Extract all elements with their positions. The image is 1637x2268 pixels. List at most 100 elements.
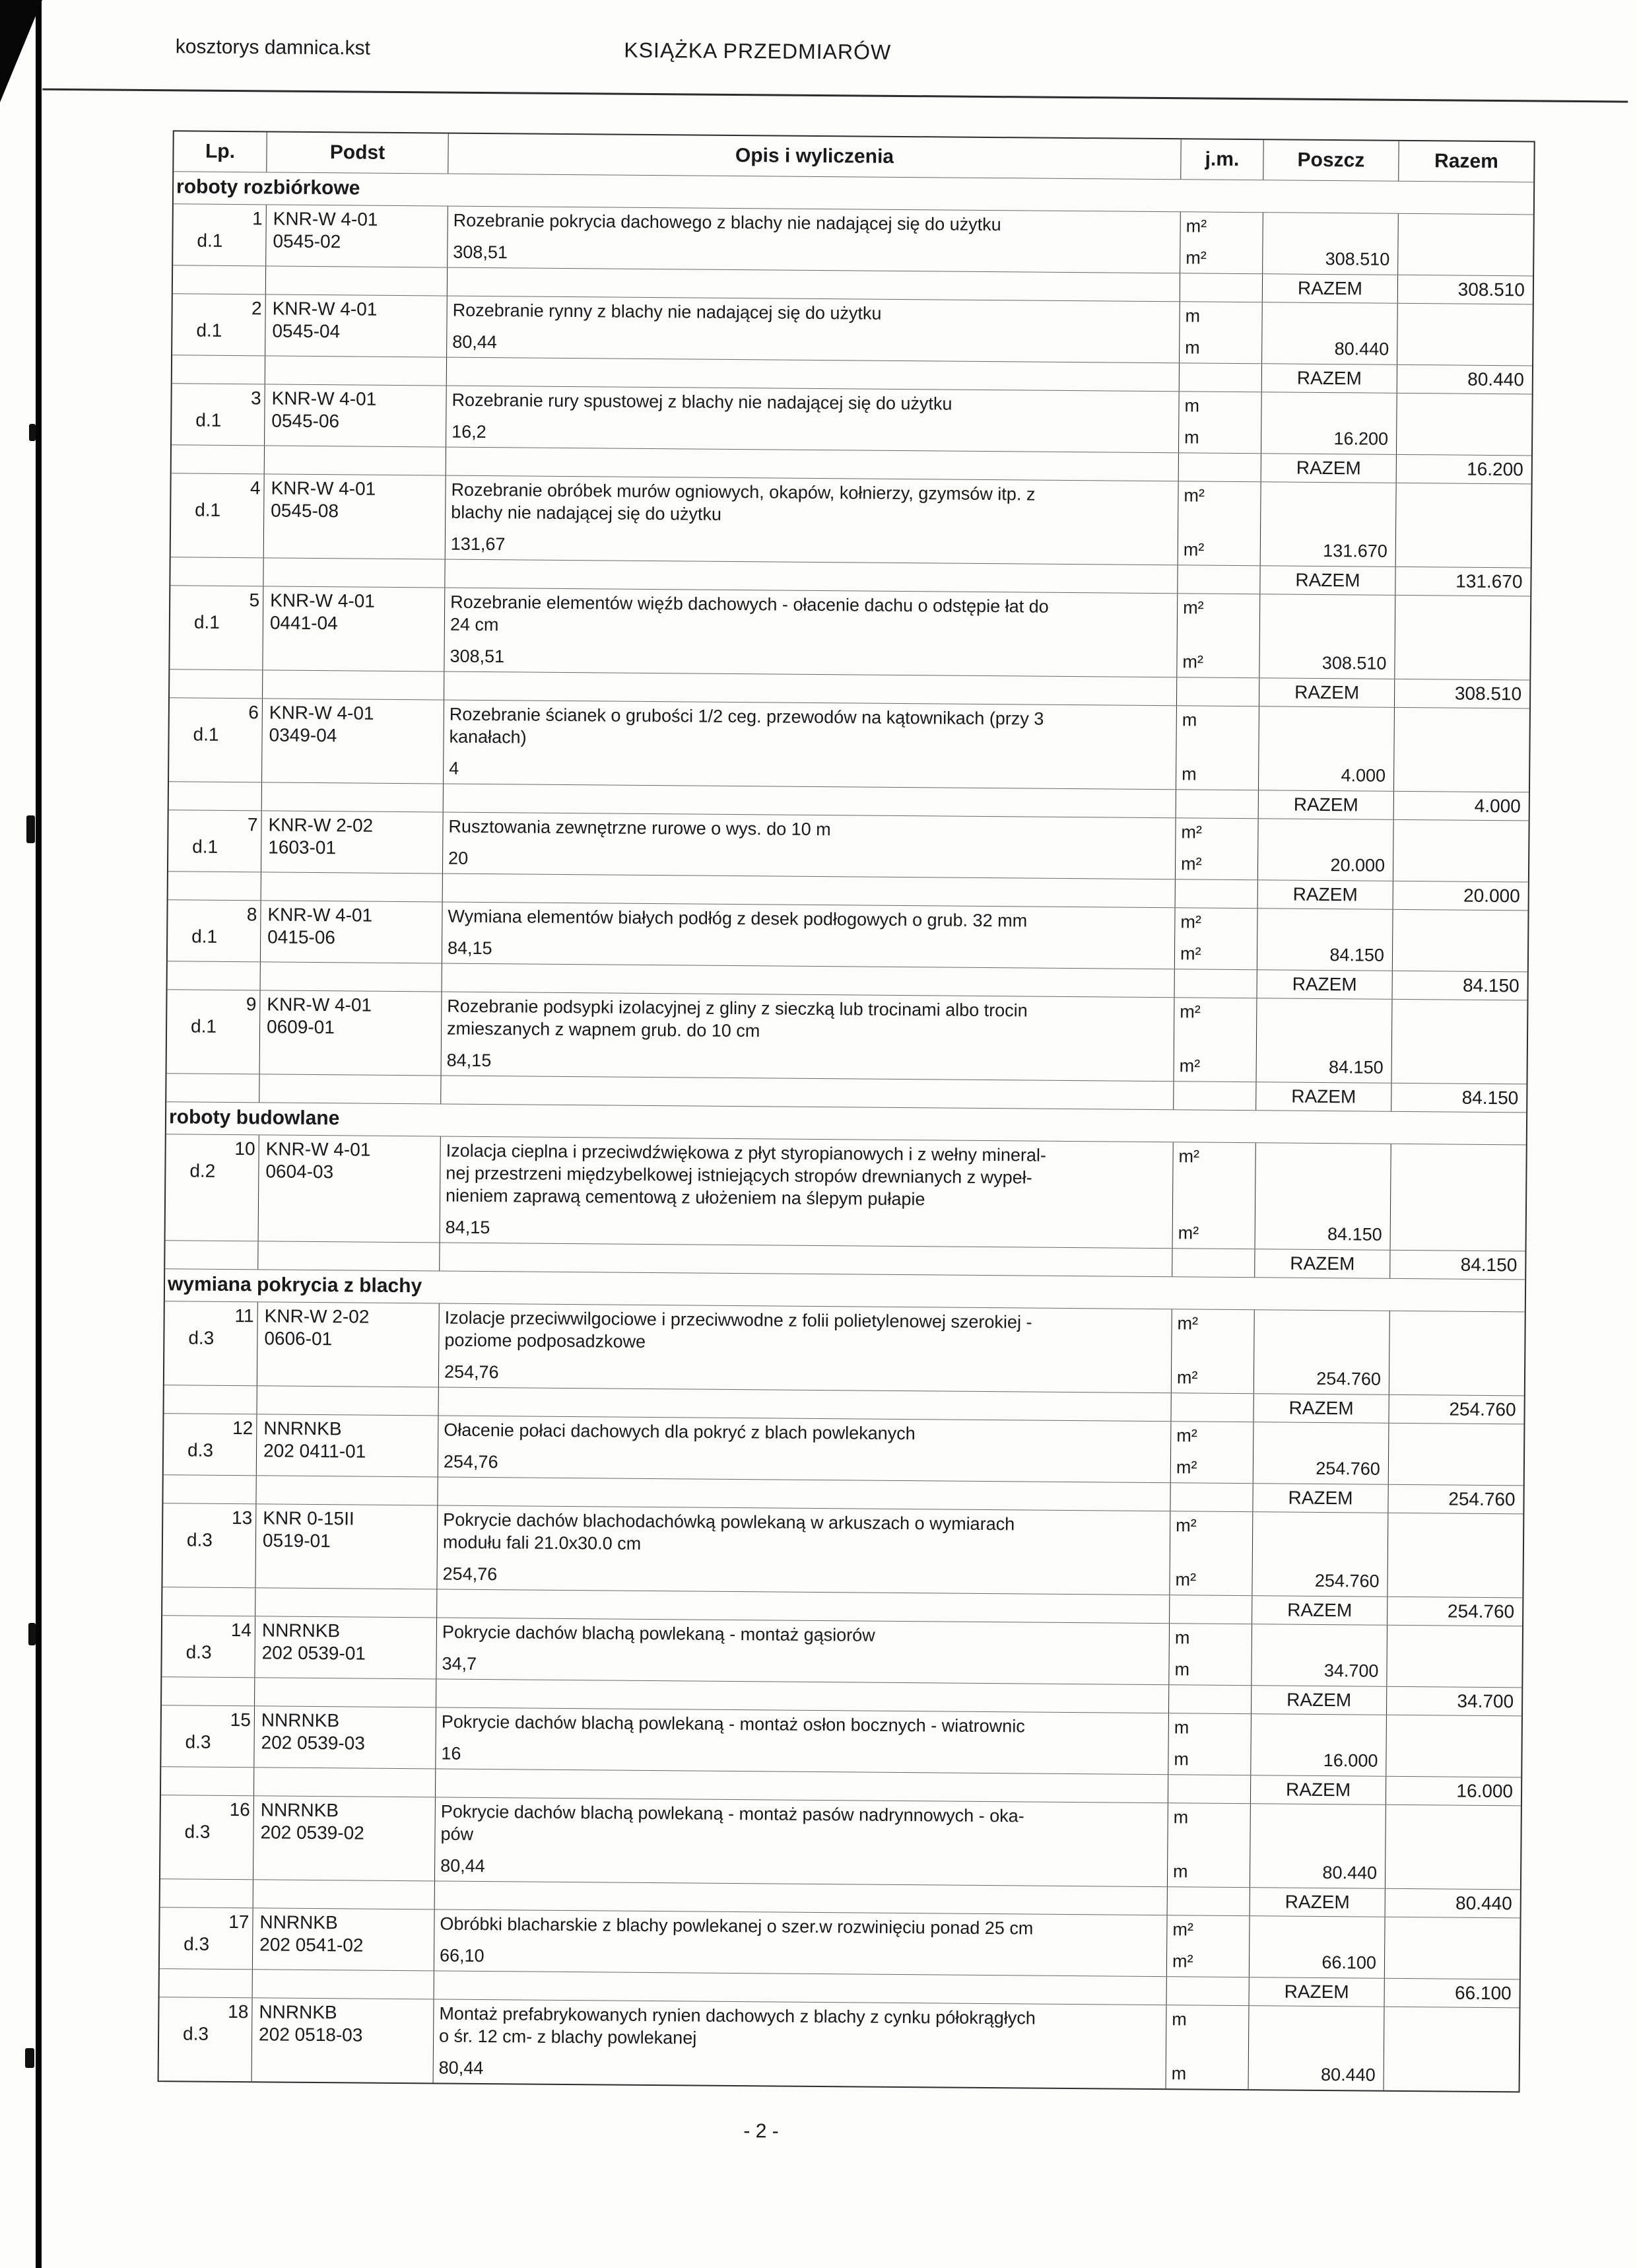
item-dept: d.3	[185, 1641, 212, 1663]
razem-label: RAZEM	[1261, 274, 1398, 303]
basis-cell: NNRNKB 202 0539-02	[252, 1796, 435, 1881]
empty-cell	[440, 1076, 1174, 1110]
razem-label: RAZEM	[1261, 364, 1397, 393]
poszcz-value: 34.700	[1323, 1661, 1379, 1681]
quantity-value: 20	[448, 848, 469, 868]
unit-top: m²	[1180, 1002, 1201, 1022]
quantity-value: 84,15	[445, 1217, 490, 1238]
unit-top: m	[1185, 306, 1201, 326]
item-number: 12	[232, 1418, 253, 1439]
poszcz-value: 20.000	[1330, 855, 1386, 876]
column-header-opis: Opis i wyliczenia	[448, 133, 1181, 180]
unit-cell: m² m²	[1180, 212, 1263, 274]
empty-cell	[162, 1587, 255, 1616]
description-cell: Pokrycie dachów blachodachówką powlekaną…	[436, 1505, 1170, 1595]
scan-mark-artifact	[28, 1623, 36, 1645]
unit-top: m	[1184, 395, 1200, 416]
header-rule	[42, 88, 1628, 103]
basis-cell: KNR-W 4-01 0441-04	[262, 586, 445, 671]
unit-bottom: m²	[1186, 248, 1207, 268]
item-number: 7	[247, 814, 258, 835]
empty-cell	[1179, 273, 1263, 302]
description-cell: Rozebranie rury spustowej z blachy nie n…	[446, 386, 1179, 453]
basis-cell: KNR-W 4-01 0415-06	[259, 901, 442, 963]
unit-cell: m² m²	[1170, 1422, 1253, 1484]
poszcz-value: 84.150	[1328, 1057, 1384, 1078]
basis-line: 0545-08	[271, 500, 339, 522]
quantity-value: 80,44	[440, 1855, 485, 1876]
razem-cell-empty	[1397, 303, 1533, 366]
lp-cell: 8 d.1	[168, 900, 261, 961]
razem-label: RAZEM	[1255, 1082, 1391, 1111]
basis-cell: NNRNKB 202 0541-02	[251, 1908, 434, 1971]
empty-cell	[163, 1475, 255, 1503]
unit-cell: m² m²	[1170, 1309, 1254, 1394]
item-dept: d.1	[196, 320, 222, 341]
description-cell: Rozebranie rynny z blachy nie nadającej …	[446, 296, 1180, 363]
item-number: 4	[250, 477, 261, 498]
razem-value: 20.000	[1392, 881, 1528, 911]
quantity-value: 254,76	[444, 1361, 499, 1383]
unit-top: m²	[1172, 1919, 1194, 1940]
item-number: 3	[250, 388, 261, 409]
item-number: 9	[246, 994, 257, 1015]
unit-cell: m² m²	[1174, 818, 1258, 880]
razem-value: 254.760	[1387, 1597, 1523, 1626]
description-cell: Wymiana elementów białych podłóg z desek…	[441, 902, 1175, 969]
lp-cell: 4 d.1	[171, 473, 264, 557]
unit-bottom: m²	[1178, 1223, 1199, 1243]
item-row: 8 d.1 KNR-W 4-01 0415-06 Wymiana elementów b…	[167, 899, 1528, 972]
razem-label: RAZEM	[1254, 1249, 1390, 1278]
razem-value: 80.440	[1384, 1888, 1520, 1918]
empty-cell	[256, 1386, 438, 1416]
empty-cell	[1169, 1595, 1252, 1624]
item-row: 5 d.1 KNR-W 4-01 0441-04 Rozebranie elementó…	[170, 585, 1531, 680]
basis-cell: KNR-W 4-01 0604-03	[257, 1135, 440, 1243]
quantity-value: 254,76	[443, 1451, 498, 1472]
poszcz-cell: 84.150	[1254, 1143, 1391, 1250]
item-number: 16	[229, 1799, 250, 1820]
przedmiar-table: Lp. Podst Opis i wyliczenia j.m. Poszcz Razem…	[157, 130, 1535, 2093]
column-header-jm: j.m.	[1180, 139, 1263, 180]
empty-cell	[265, 266, 448, 296]
razem-label: RAZEM	[1252, 1484, 1388, 1513]
empty-cell	[1170, 1483, 1253, 1512]
empty-cell	[162, 1677, 254, 1705]
lp-cell: 14 d.3	[162, 1616, 255, 1677]
description-cell: Rozebranie elementów więźb dachowych - o…	[444, 588, 1178, 677]
poszcz-cell: 16.000	[1250, 1714, 1386, 1776]
empty-cell	[446, 267, 1180, 302]
basis-cell: KNR 0-15II 0519-01	[255, 1504, 438, 1589]
quantity-value: 254,76	[442, 1564, 498, 1585]
unit-bottom: m²	[1183, 539, 1205, 560]
poszcz-value: 16.000	[1323, 1750, 1378, 1771]
razem-value: 308.510	[1397, 275, 1533, 304]
empty-cell	[1170, 1393, 1253, 1422]
item-number: 17	[228, 1911, 250, 1933]
unit-top: m	[1182, 710, 1197, 730]
poszcz-cell: 80.440	[1248, 2006, 1384, 2090]
unit-bottom: m²	[1182, 652, 1204, 672]
lp-cell: 13 d.3	[162, 1503, 255, 1587]
lp-cell: 18 d.3	[159, 1997, 252, 2081]
item-dept: d.1	[193, 611, 220, 633]
poszcz-cell: 16.200	[1260, 392, 1397, 454]
item-row: 13 d.3 KNR 0-15II 0519-01 Pokrycie dachów bl…	[162, 1503, 1523, 1598]
empty-cell	[170, 670, 262, 698]
description-cell: Rozebranie podsypki izolacyjnej z gliny …	[440, 992, 1174, 1082]
razem-cell-empty	[1388, 1311, 1525, 1396]
item-dept: d.1	[197, 230, 223, 251]
basis-line: 202 0411-01	[263, 1440, 366, 1462]
empty-cell	[263, 558, 445, 588]
basis-line: NNRNKB	[260, 1799, 339, 1821]
basis-cell: KNR-W 4-01 0545-08	[263, 474, 446, 559]
empty-cell	[169, 782, 261, 810]
razem-cell-empty	[1383, 2007, 1520, 2092]
description-cell: Pokrycie dachów blachą powlekaną - monta…	[436, 1618, 1170, 1685]
item-dept: d.3	[186, 1529, 213, 1550]
empty-cell	[444, 559, 1178, 594]
item-number: 1	[252, 208, 263, 229]
item-dept: d.1	[191, 926, 218, 947]
